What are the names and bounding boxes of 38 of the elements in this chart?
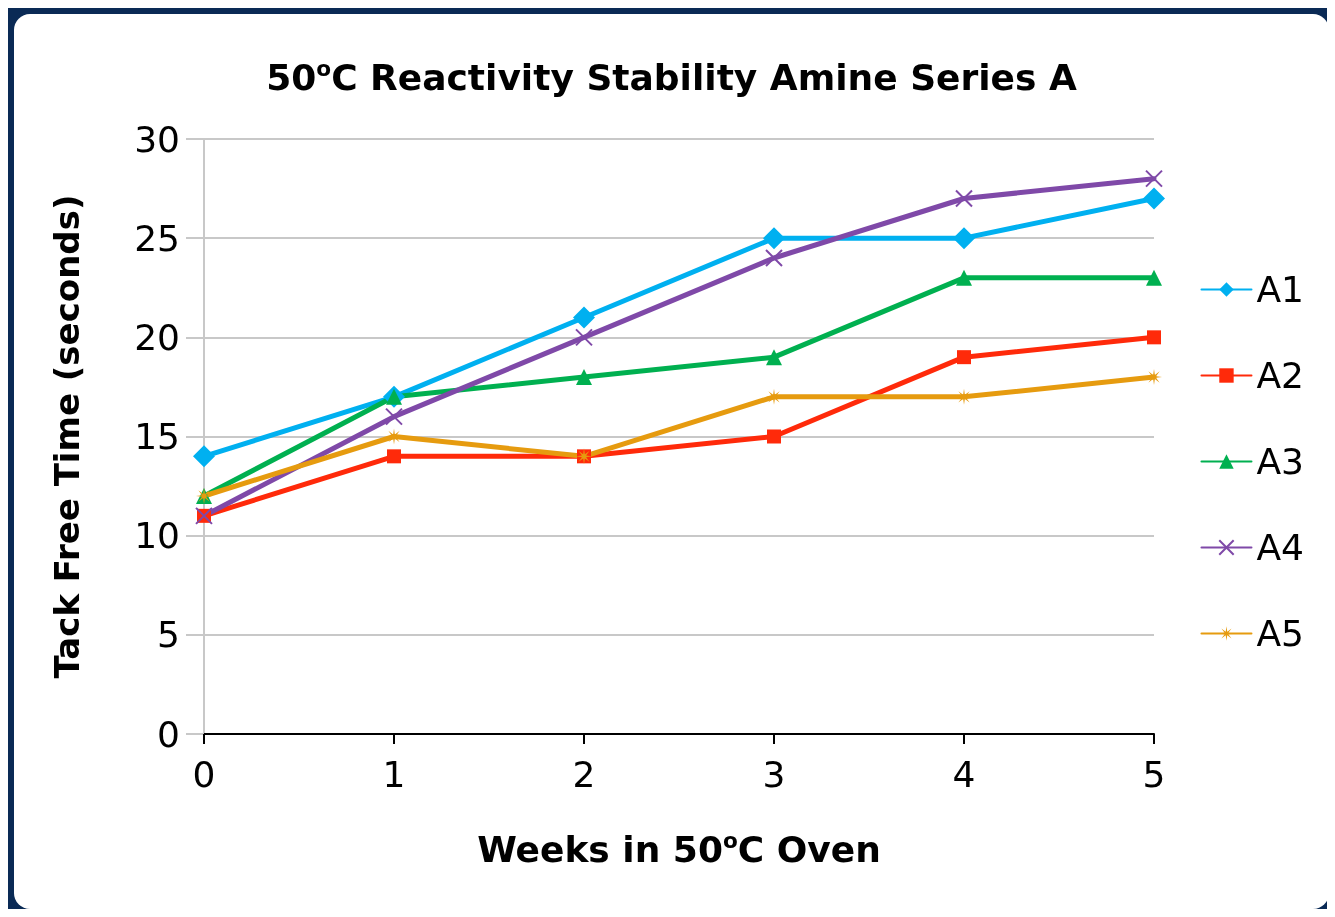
point	[387, 449, 401, 464]
point	[955, 189, 973, 208]
y-tick-label: 5	[157, 614, 180, 656]
point	[763, 227, 785, 250]
point	[956, 269, 972, 286]
point	[765, 249, 783, 267]
x-tick-label: 2	[572, 753, 596, 795]
legend-label: A2	[1256, 355, 1304, 396]
point	[1146, 269, 1162, 286]
x-tick-label: 1	[382, 753, 406, 795]
point	[193, 445, 215, 468]
point	[385, 407, 403, 426]
legend-label: A3	[1256, 441, 1304, 482]
legend-label: A5	[1256, 613, 1304, 654]
y-tick-label: 25	[134, 217, 180, 259]
point	[957, 350, 971, 365]
legend-label: A1	[1256, 269, 1304, 310]
x-tick-label: 5	[1142, 753, 1166, 795]
x-tick-label: 0	[192, 753, 216, 795]
x-tick-label: 4	[952, 753, 976, 795]
y-tick-label: 15	[134, 416, 180, 457]
x-tick-label: 3	[762, 753, 786, 795]
point	[573, 306, 595, 329]
y-tick-label: 20	[134, 316, 180, 358]
y-tick-label: 10	[134, 515, 180, 557]
point	[767, 429, 781, 444]
point	[575, 328, 593, 347]
point	[766, 349, 782, 366]
y-tick-label: 30	[134, 118, 180, 160]
point	[1147, 330, 1161, 345]
point	[1145, 169, 1163, 188]
point	[1143, 187, 1165, 210]
point	[1146, 369, 1162, 385]
legend-label: A4	[1256, 527, 1304, 568]
y-axis-title: Tack Free Time (seconds)	[47, 194, 87, 679]
point	[576, 369, 592, 385]
y-tick-label: 0	[157, 713, 180, 755]
point	[953, 227, 975, 250]
